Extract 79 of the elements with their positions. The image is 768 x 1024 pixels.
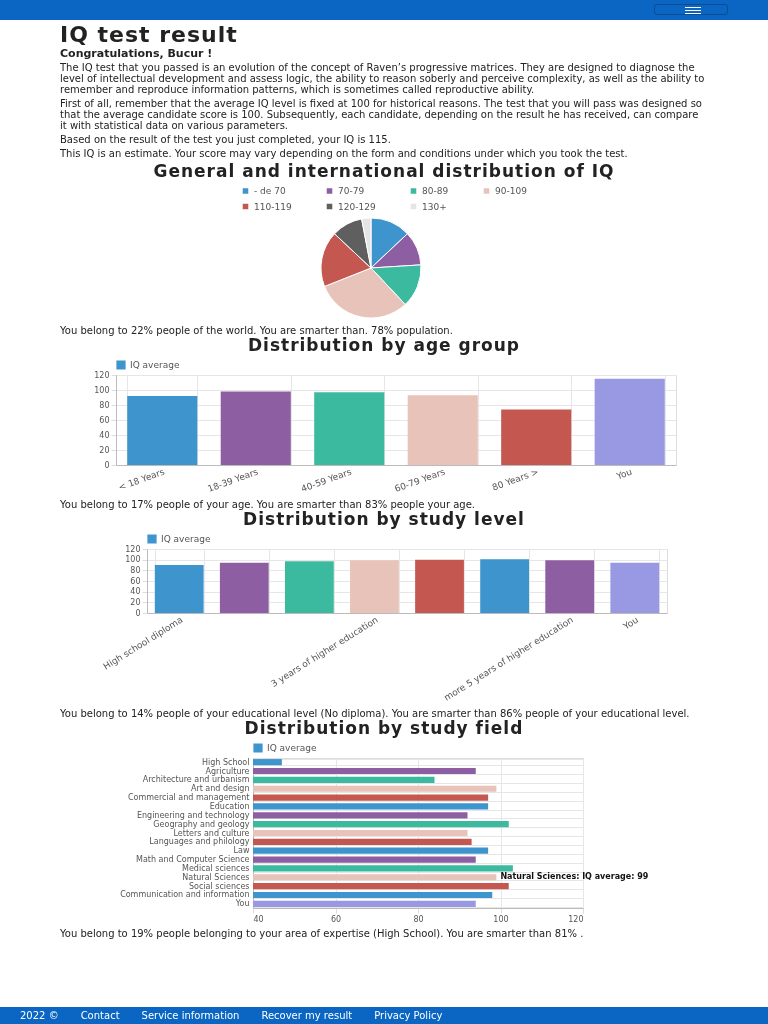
- text: You belong to 17% people of your age. You are smarter than 83% people your age.: [60, 499, 476, 510]
- y-tick-label: Letters and culture: [173, 828, 250, 838]
- y-tick-label: Architecture and urbanism: [142, 775, 250, 785]
- legend-label: IQ average: [161, 534, 211, 544]
- y-tick-label: Geography and geology: [153, 819, 250, 829]
- y-tick-label: High School: [202, 757, 250, 767]
- text: First of all, remember that the average IQ level is fixed at 100 for historical reasons. The test that you will pass was designed so that the average candidate score is 100. Subsequently, each candidate, depending on the result he has received, can compare it with statistical data on various parameters.: [60, 98, 703, 131]
- text: Based on the result of the test you just completed, your IQ is 115.: [60, 134, 392, 145]
- y-tick-label: Agriculture: [205, 766, 250, 776]
- text: IQ test result: [60, 22, 239, 47]
- text: You belong to 19% people belonging to your area of expertise (High School). You are smarter than 81% .: [60, 928, 585, 939]
- y-tick-label: 100: [93, 385, 109, 395]
- text: Recover my result: [261, 1010, 353, 1021]
- legend-label: IQ average: [267, 743, 317, 753]
- text: The IQ test that you passed is an evolution of the concept of Raven’s progressive matrices. They are designed to diagnose the level of intellectual development and assess logic, the ability to reason soberly and perceive complexity, as well as the ability to remember and reproduce information patterns, which is sometimes called reproductive ability.: [60, 62, 706, 95]
- y-tick-label: 20: [130, 597, 141, 607]
- x-tick-label: 18-39 Years: [205, 466, 260, 494]
- legend-label: - de 70: [254, 185, 286, 196]
- y-tick-label: You: [234, 899, 250, 909]
- y-tick-label: 60: [98, 415, 109, 425]
- x-tick-label: You: [613, 466, 633, 482]
- text: Congratulations, Bucur !: [60, 47, 214, 60]
- y-tick-label: Art and design: [190, 784, 250, 794]
- y-tick-label: Medical sciences: [182, 863, 250, 873]
- x-tick-label: You: [620, 614, 641, 632]
- y-tick-label: Communication and information: [120, 890, 250, 900]
- legend-label: IQ average: [129, 360, 180, 370]
- text: You belong to 14% people of your educational level (No diploma). You are smarter than 86% people of your educational level.: [60, 708, 691, 719]
- x-tick-label: 80 Years >: [490, 466, 540, 493]
- bar: [220, 391, 291, 465]
- y-tick-label: 100: [125, 555, 141, 565]
- y-tick-label: Social sciences: [188, 881, 250, 891]
- text: This IQ is an estimate. Your score may vary depending on the form and conditions under which you took the test.: [60, 148, 629, 159]
- annotation: Natural Sciences: IQ average: 99: [500, 872, 649, 882]
- y-tick-label: 120: [93, 370, 109, 380]
- bar: [313, 392, 384, 465]
- x-tick-label: 60-79 Years: [392, 466, 447, 494]
- y-tick-label: 120: [125, 544, 141, 554]
- y-tick-label: 80: [130, 565, 141, 575]
- text: You belong to 22% people of the world. You are smarter than. 78% population.: [60, 325, 454, 336]
- x-tick-label: 40-59 Years: [299, 466, 353, 494]
- y-tick-label: 20: [98, 445, 109, 455]
- x-tick-label: 100: [493, 914, 509, 924]
- y-tick-label: Natural Sciences: [182, 872, 250, 882]
- legend-label: 110-119: [254, 201, 292, 212]
- text: 2022 ©: [20, 1010, 59, 1021]
- text: Privacy Policy: [374, 1010, 443, 1021]
- y-tick-label: 40: [98, 430, 109, 440]
- y-tick-label: Education: [209, 801, 250, 811]
- x-tick-label: < 18 Years: [116, 466, 166, 493]
- y-tick-label: Commercial and management: [127, 793, 250, 803]
- chart-title: Distribution by age group: [246, 335, 522, 355]
- legend-label: 90-109: [495, 185, 528, 196]
- text: Service information: [141, 1010, 240, 1021]
- x-tick-label: 60: [330, 914, 342, 924]
- y-tick-label: Law: [233, 846, 250, 856]
- y-tick-label: 80: [98, 400, 109, 410]
- x-tick-label: 40: [253, 914, 264, 924]
- legend-label: 70-79: [338, 185, 365, 196]
- chart-title: Distribution by study field: [243, 718, 525, 738]
- legend-label: 120-129: [338, 201, 376, 212]
- bar: [500, 409, 571, 465]
- y-tick-label: 40: [130, 587, 141, 597]
- y-tick-label: 0: [103, 460, 109, 470]
- y-tick-label: Math and Computer Science: [136, 855, 250, 865]
- y-tick-label: Languages and philology: [149, 837, 250, 847]
- bar: [407, 395, 478, 465]
- text: Contact: [80, 1010, 120, 1021]
- x-tick-label: 80: [413, 914, 424, 924]
- y-tick-label: Engineering and technology: [136, 810, 250, 820]
- bar: [126, 396, 197, 465]
- legend-label: 80-89: [422, 185, 449, 196]
- x-tick-label: 120: [568, 914, 584, 924]
- y-tick-label: 0: [135, 608, 141, 618]
- legend-label: 130+: [422, 201, 447, 212]
- y-tick-label: 60: [130, 576, 141, 586]
- chart-title: General and international distribution of IQ: [152, 161, 616, 181]
- chart-title: Distribution by study level: [243, 509, 526, 529]
- bar: [594, 378, 665, 465]
